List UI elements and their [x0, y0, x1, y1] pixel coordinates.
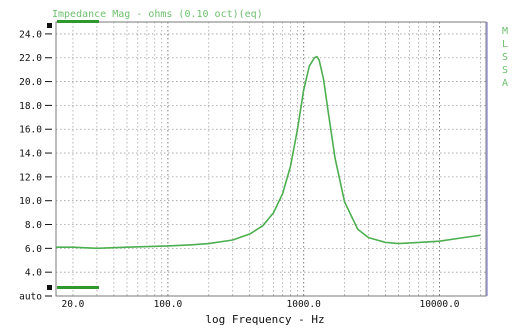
x-tick-label: 100.0 [154, 299, 183, 310]
x-axis-label: log Frequency - Hz [205, 313, 324, 326]
x-tick-label: 1000.0 [287, 299, 322, 310]
y-tick-label: 12.0 [19, 172, 42, 183]
side-label-char: S [502, 65, 508, 76]
y-tick-label: 10.0 [19, 196, 42, 207]
chart-title: Impedance Mag - ohms (0.10 oct)(eq) [52, 9, 263, 20]
bottom-marker [47, 285, 52, 290]
x-tick-label: 20.0 [62, 299, 85, 310]
y-tick-label: 16.0 [19, 125, 42, 136]
y-tick-label: auto [19, 292, 42, 303]
plot-frame [55, 21, 487, 297]
chart-marks [56, 55, 481, 250]
x-ticks: 20.0 100.0 1000.0 10000.0 [62, 299, 460, 310]
top-marker [47, 23, 52, 28]
side-label-char: A [502, 78, 508, 89]
y-tick-label: 8.0 [25, 220, 42, 231]
series-line [56, 55, 481, 250]
y-tick-label: 14.0 [19, 149, 42, 160]
side-label-char: M [502, 26, 508, 37]
y-tick-label: 20.0 [19, 77, 42, 88]
y-tick-label: 4.0 [25, 268, 42, 279]
bottom-indicator-bar [57, 286, 99, 289]
y-tick-label: 24.0 [19, 29, 42, 40]
y-tick-label: 22.0 [19, 53, 42, 64]
y-ticks: auto 4.0 6.0 8.0 10.0 12.0 14.0 16.0 18.0 20.0 22.… [19, 29, 52, 303]
x-tick-label: 10000.0 [419, 299, 459, 310]
grid [56, 22, 486, 297]
y-tick-label: 18.0 [19, 101, 42, 112]
side-label-char: S [502, 52, 508, 63]
y-tick-label: 6.0 [25, 244, 42, 255]
top-indicator-bar [57, 20, 99, 23]
side-label-char: L [502, 39, 508, 50]
